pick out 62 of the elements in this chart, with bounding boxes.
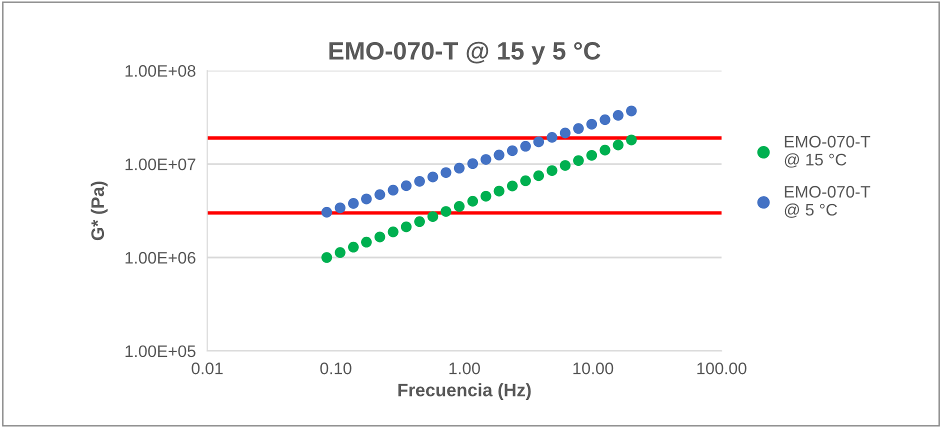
point xyxy=(612,110,624,121)
y-axis-title: G* (Pa) xyxy=(90,182,108,240)
y-tick-label: 1.00E+08 xyxy=(126,65,196,77)
point xyxy=(626,134,637,146)
point xyxy=(600,144,610,156)
point xyxy=(374,232,386,242)
point xyxy=(361,194,372,204)
x-tick-label: 0.10 xyxy=(320,362,352,374)
x-tick-label: 1.00 xyxy=(449,362,480,374)
point xyxy=(414,216,425,228)
point xyxy=(612,140,624,150)
point xyxy=(321,252,332,263)
point xyxy=(454,201,465,212)
point xyxy=(361,236,372,248)
point xyxy=(348,242,359,253)
point xyxy=(400,180,412,192)
point xyxy=(348,198,359,209)
y-tick-label: 1.00E+06 xyxy=(126,252,196,264)
point xyxy=(427,211,438,222)
chart-title: EMO-070-T @ 15 y 5 °C xyxy=(329,42,600,65)
point xyxy=(454,162,465,174)
point xyxy=(440,206,452,217)
point xyxy=(506,180,518,192)
x-tick-label: 100.00 xyxy=(697,362,746,374)
point xyxy=(374,189,386,200)
point xyxy=(480,154,492,165)
y-tick-label: 1.00E+07 xyxy=(126,158,196,170)
point xyxy=(467,158,478,170)
point xyxy=(520,140,531,152)
x-tick-label: 0.01 xyxy=(192,362,223,374)
point xyxy=(586,118,598,130)
point xyxy=(467,196,478,207)
point xyxy=(586,150,598,161)
point xyxy=(600,114,610,126)
point xyxy=(573,155,584,166)
point xyxy=(560,128,571,138)
point xyxy=(334,247,346,258)
point xyxy=(546,165,558,176)
point xyxy=(494,186,504,196)
y-tick-label: 1.00E+05 xyxy=(126,345,196,358)
point xyxy=(533,170,544,182)
point xyxy=(626,106,637,116)
legend-label: EMO-070-T @ 15 °C xyxy=(784,136,870,168)
x-axis-title: Frecuencia (Hz) xyxy=(398,383,531,400)
point xyxy=(440,167,452,178)
point xyxy=(388,226,398,238)
point xyxy=(573,123,584,134)
point xyxy=(533,136,544,148)
point xyxy=(414,176,425,187)
point xyxy=(520,175,531,186)
point xyxy=(494,150,504,160)
point xyxy=(480,190,492,202)
point xyxy=(388,184,398,196)
point xyxy=(321,206,332,218)
legend-label: EMO-070-T @ 5 °C xyxy=(784,186,870,218)
point xyxy=(506,145,518,156)
point xyxy=(427,172,438,182)
point xyxy=(560,160,571,171)
point xyxy=(334,202,346,214)
point xyxy=(400,221,412,232)
x-tick-label: 10.00 xyxy=(573,362,614,374)
point xyxy=(546,132,558,143)
